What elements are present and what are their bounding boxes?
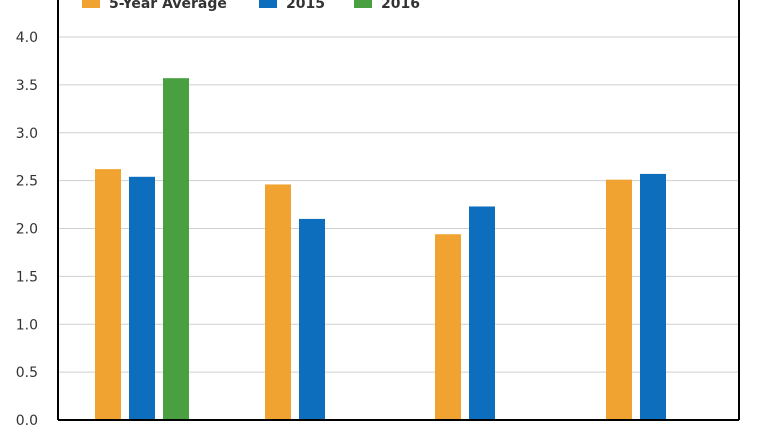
bar-5-year-average-4 bbox=[606, 179, 632, 420]
legend-label-5-year-average: 5-Year Average bbox=[109, 0, 227, 12]
bar-2015-4 bbox=[640, 173, 666, 420]
legend: 5-Year Average 2015 2016 bbox=[82, 0, 420, 12]
bar-2015-1 bbox=[129, 176, 155, 420]
bar-5-year-average-3 bbox=[435, 234, 461, 420]
bar-5-year-average-2 bbox=[265, 184, 291, 420]
legend-label-2015: 2015 bbox=[286, 0, 325, 12]
y-tick-label: 3.5 bbox=[16, 78, 38, 94]
bars bbox=[95, 78, 666, 421]
plot-frame bbox=[57, 0, 740, 421]
y-tick-label: 4.0 bbox=[16, 30, 38, 46]
legend-label-2016: 2016 bbox=[381, 0, 420, 12]
gridlines bbox=[58, 36, 739, 373]
y-axis: 0.0 0.5 1.0 1.5 2.0 2.5 3.0 3.5 4.0 bbox=[16, 30, 38, 429]
y-tick-label: 1.0 bbox=[16, 317, 38, 333]
y-tick-label: 3.0 bbox=[16, 126, 38, 142]
y-tick-label: 1.5 bbox=[16, 269, 38, 285]
y-tick-label: 0.5 bbox=[16, 365, 38, 381]
bar-2016-1 bbox=[163, 78, 189, 421]
bar-2015-2 bbox=[299, 218, 325, 420]
y-tick-label: 2.0 bbox=[16, 222, 38, 238]
y-tick-label: 0.0 bbox=[16, 413, 38, 429]
y-tick-label: 2.5 bbox=[16, 174, 38, 190]
bar-2015-3 bbox=[469, 206, 495, 420]
legend-swatch-5-year-average bbox=[82, 0, 100, 8]
bar-5-year-average-1 bbox=[95, 169, 121, 420]
legend-swatch-2016 bbox=[354, 0, 372, 8]
legend-swatch-2015 bbox=[259, 0, 277, 8]
